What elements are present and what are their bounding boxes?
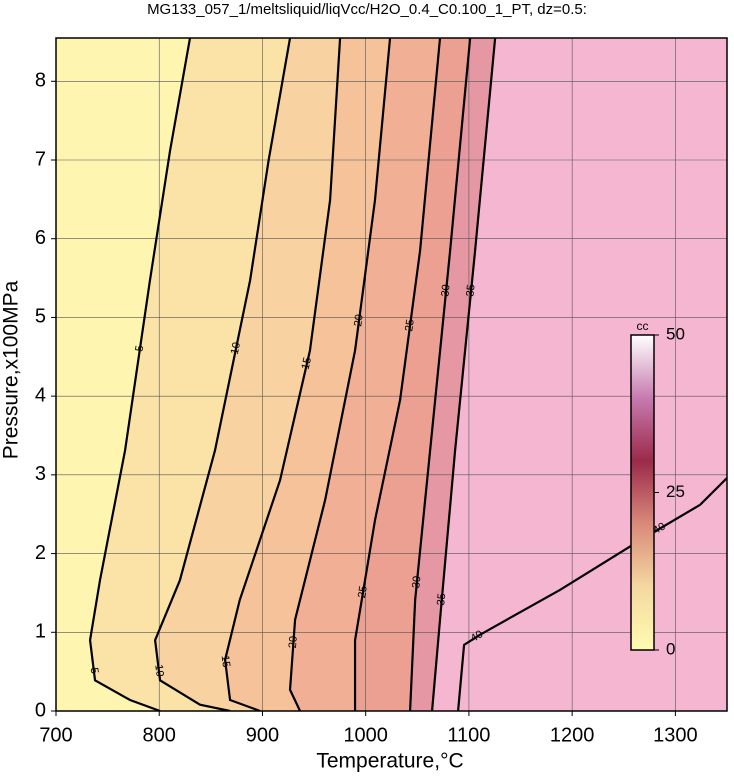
contour-label: 35	[464, 284, 477, 297]
plot-frame	[55, 37, 728, 712]
band	[56, 38, 190, 711]
colorbar-tick-label: 50	[666, 324, 685, 343]
colorbar	[630, 334, 655, 651]
contour-label: 5	[88, 667, 101, 675]
y-axis-label: Pressure,x100MPa	[0, 280, 23, 459]
y-tick-label: 1	[35, 621, 46, 643]
y-tick-label: 0	[35, 699, 46, 721]
contour-line	[408, 38, 472, 711]
contour-line	[353, 38, 442, 711]
band	[90, 38, 291, 711]
colorbar-tick-label: 0	[666, 639, 675, 658]
contour-label: 25	[356, 585, 370, 599]
band	[225, 38, 391, 711]
x-tick-label: 1000	[343, 724, 388, 746]
contour-label: 15	[300, 356, 314, 371]
colorbar-label: cc	[637, 319, 649, 333]
x-tick-label: 1100	[447, 724, 490, 746]
band	[290, 38, 441, 711]
band	[155, 38, 341, 711]
x-tick-label: 900	[246, 724, 279, 746]
x-axis-label: Temperature,°C	[316, 750, 463, 773]
y-tick-label: 2	[35, 542, 46, 564]
x-tick-label: 700	[39, 724, 72, 746]
contour-line	[456, 477, 727, 711]
contour-label: 10	[229, 341, 243, 355]
x-tick-label: 1300	[653, 724, 698, 746]
x-tick-label: 800	[143, 724, 176, 746]
contour-label: 20	[352, 314, 366, 328]
contour-label: 25	[403, 318, 417, 332]
x-tick-label: 1200	[550, 724, 595, 746]
y-tick-label: 4	[35, 384, 46, 406]
colorbar-tick-label: 25	[666, 482, 685, 501]
contour-label: 40	[469, 628, 486, 645]
band	[355, 38, 471, 711]
contour-line	[223, 38, 342, 711]
y-tick-label: 7	[35, 148, 46, 170]
contour-line	[430, 38, 497, 711]
y-tick-label: 8	[35, 70, 46, 92]
y-tick-label: 6	[35, 227, 46, 249]
contour-line	[288, 38, 392, 711]
plot-area: 5 5 10 10 15 15 20 20 25 25 30 30 35 35 40 40	[56, 38, 727, 711]
contour-label: 40	[651, 520, 668, 537]
contour-label: 30	[410, 575, 423, 588]
contour-label: 10	[152, 664, 165, 678]
contour-line	[88, 38, 192, 711]
contour-label: 30	[439, 284, 452, 297]
y-tick-label: 3	[35, 463, 46, 485]
contour-label: 5	[134, 345, 147, 353]
contour-line	[153, 38, 292, 711]
contour-label: 20	[287, 636, 300, 649]
contour-label: 35	[435, 593, 448, 606]
overlay: 700 800 900 1000 1100 1200 1300 0 1 2 3 4 5 6 7 8 0 25 50 c…	[35, 37, 728, 746]
band	[410, 38, 496, 711]
y-tick-label: 5	[35, 306, 46, 328]
chart-title: MG133_057_1/meltsliquid/liqVcc/H2O_0.4_C…	[147, 1, 587, 18]
contour-label: 15	[219, 655, 232, 669]
